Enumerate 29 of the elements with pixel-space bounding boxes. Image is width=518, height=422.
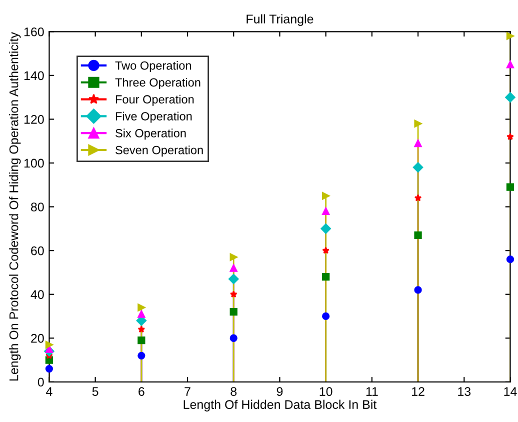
legend-label: Three Operation — [115, 78, 200, 89]
legend-label: Five Operation — [116, 112, 192, 123]
x-tick-label: 12 — [412, 387, 424, 396]
x-tick-label: 14 — [504, 387, 517, 396]
x-tick-label: 10 — [320, 387, 332, 396]
x-tick-label: 11 — [366, 387, 378, 396]
y-tick-label: 60 — [31, 246, 44, 256]
chart-title: Full Triangle — [246, 14, 314, 26]
y-tick-label: 120 — [24, 115, 44, 124]
legend-label: Six Operation — [116, 128, 186, 140]
y-tick-label: 140 — [24, 71, 44, 80]
x-tick-label: 7 — [184, 387, 190, 396]
x-tick-label: 4 — [46, 387, 52, 396]
x-tick-label: 8 — [230, 387, 237, 396]
y-axis-title: Length On Protocol Codeword Of Hiding Operation Authenticity — [9, 32, 21, 380]
x-tick-label: 13 — [458, 387, 471, 396]
y-tick-label: 100 — [24, 158, 44, 168]
legend-label: Two Operation — [115, 61, 191, 72]
y-tick-label: 80 — [30, 202, 44, 212]
y-tick-label: 160 — [24, 27, 44, 36]
y-tick-label: 40 — [30, 290, 44, 299]
x-tick-label: 6 — [138, 387, 144, 396]
x-tick-label: 5 — [92, 387, 98, 396]
y-tick-label: 0 — [38, 378, 44, 387]
x-tick-label: 9 — [276, 387, 283, 396]
legend-label: Seven Operation — [116, 146, 203, 157]
y-tick-label: 20 — [31, 334, 44, 343]
legend-label: Four Operation — [116, 94, 194, 106]
x-axis-title: Length Of Hidden Data Block In Bit — [184, 400, 377, 412]
